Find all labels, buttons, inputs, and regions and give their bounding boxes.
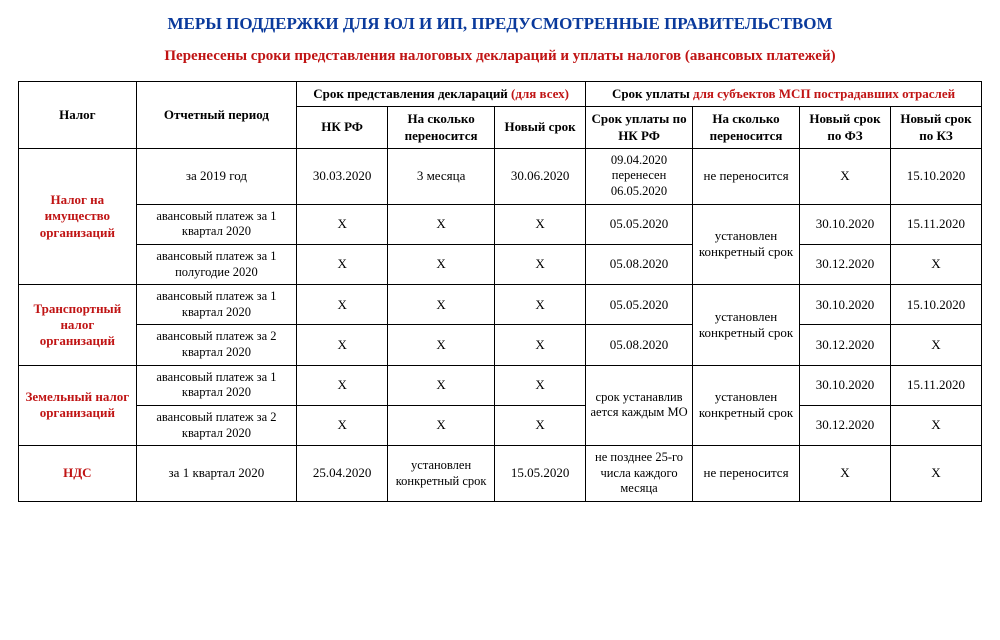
cell: X (388, 204, 495, 244)
tax-name-cell: Земельный налог организаций (19, 365, 137, 446)
cell: 30.10.2020 (800, 204, 891, 244)
cell: X (297, 325, 388, 365)
cell: X (800, 148, 891, 204)
tax-table: Налог Отчетный период Срок представления… (18, 81, 982, 502)
cell: 30.06.2020 (495, 148, 586, 204)
cell: X (388, 325, 495, 365)
cell: 15.10.2020 (890, 285, 981, 325)
cell: срок устанавлив ается каждым МО (586, 365, 693, 446)
cell: X (890, 244, 981, 284)
th-tax: Налог (19, 82, 137, 149)
th-decl-prefix: Срок представления деклараций (313, 86, 511, 101)
cell: 15.11.2020 (890, 204, 981, 244)
cell: X (495, 405, 586, 445)
cell: 30.12.2020 (800, 325, 891, 365)
th-pay-group: Срок уплаты для субъектов МСП пострадавш… (586, 82, 982, 107)
table-row: Налог на имущество организаций за 2019 г… (19, 148, 982, 204)
tax-name-cell: НДС (19, 446, 137, 502)
cell: не позднее 25-го числа каждого месяца (586, 446, 693, 502)
cell: авансовый платеж за 1 квартал 2020 (136, 365, 296, 405)
cell: не переносится (693, 148, 800, 204)
table-row: Транспортный налог организаций авансовый… (19, 285, 982, 325)
cell: за 2019 год (136, 148, 296, 204)
tax-name-cell: Налог на имущество организаций (19, 148, 137, 284)
cell: 09.04.2020 перенесен 06.05.2020 (586, 148, 693, 204)
th-pay-suffix: для субъектов МСП пострадавших отраслей (693, 86, 955, 101)
cell: 25.04.2020 (297, 446, 388, 502)
cell: X (388, 365, 495, 405)
th-new: Новый срок (495, 107, 586, 149)
cell: 30.12.2020 (800, 244, 891, 284)
cell: 05.08.2020 (586, 325, 693, 365)
cell: не переносится (693, 446, 800, 502)
th-period: Отчетный период (136, 82, 296, 149)
cell: 05.05.2020 (586, 285, 693, 325)
cell: X (495, 204, 586, 244)
cell: X (297, 365, 388, 405)
table-row: авансовый платеж за 2 квартал 2020 X X X… (19, 325, 982, 365)
cell: за 1 квартал 2020 (136, 446, 296, 502)
cell: X (495, 285, 586, 325)
cell: 30.10.2020 (800, 285, 891, 325)
table-row: авансовый платеж за 1 квартал 2020 X X X… (19, 204, 982, 244)
cell: X (890, 325, 981, 365)
th-nk: НК РФ (297, 107, 388, 149)
th-pay-prefix: Срок уплаты (612, 86, 693, 101)
cell: установлен конкретный срок (693, 204, 800, 285)
cell: 30.10.2020 (800, 365, 891, 405)
cell: авансовый платеж за 2 квартал 2020 (136, 325, 296, 365)
cell: X (890, 446, 981, 502)
cell: 15.05.2020 (495, 446, 586, 502)
tax-name-cell: Транспортный налог организаций (19, 285, 137, 366)
cell: X (388, 405, 495, 445)
cell: установлен конкретный срок (693, 285, 800, 366)
cell: X (495, 365, 586, 405)
cell: X (297, 405, 388, 445)
cell: X (297, 244, 388, 284)
th-shift: На сколько переносится (388, 107, 495, 149)
cell: X (297, 285, 388, 325)
th-pay-nk: Срок уплаты по НК РФ (586, 107, 693, 149)
table-header-row: Налог Отчетный период Срок представления… (19, 82, 982, 107)
cell: X (297, 204, 388, 244)
table-row: авансовый платеж за 1 полугодие 2020 X X… (19, 244, 982, 284)
cell: 15.10.2020 (890, 148, 981, 204)
cell: X (890, 405, 981, 445)
th-decl-suffix: (для всех) (511, 86, 569, 101)
cell: 15.11.2020 (890, 365, 981, 405)
page-title: МЕРЫ ПОДДЕРЖКИ ДЛЯ ЮЛ И ИП, ПРЕДУСМОТРЕН… (18, 14, 982, 34)
table-row: НДС за 1 квартал 2020 25.04.2020 установ… (19, 446, 982, 502)
cell: X (495, 244, 586, 284)
cell: 05.08.2020 (586, 244, 693, 284)
cell: X (388, 285, 495, 325)
th-kz: Новый срок по КЗ (890, 107, 981, 149)
cell: X (495, 325, 586, 365)
th-pay-shift: На сколько переносится (693, 107, 800, 149)
cell: установлен конкретный срок (388, 446, 495, 502)
th-decl-group: Срок представления деклараций (для всех) (297, 82, 586, 107)
cell: 3 месяца (388, 148, 495, 204)
th-fz: Новый срок по ФЗ (800, 107, 891, 149)
cell: авансовый платеж за 1 квартал 2020 (136, 285, 296, 325)
cell: 30.12.2020 (800, 405, 891, 445)
cell: 05.05.2020 (586, 204, 693, 244)
cell: X (388, 244, 495, 284)
cell: установлен конкретный срок (693, 365, 800, 446)
cell: авансовый платеж за 2 квартал 2020 (136, 405, 296, 445)
cell: авансовый платеж за 1 полугодие 2020 (136, 244, 296, 284)
page-subtitle: Перенесены сроки представления налоговых… (18, 48, 982, 65)
table-row: Земельный налог организаций авансовый пл… (19, 365, 982, 405)
cell: авансовый платеж за 1 квартал 2020 (136, 204, 296, 244)
table-row: авансовый платеж за 2 квартал 2020 X X X… (19, 405, 982, 445)
cell: 30.03.2020 (297, 148, 388, 204)
cell: X (800, 446, 891, 502)
